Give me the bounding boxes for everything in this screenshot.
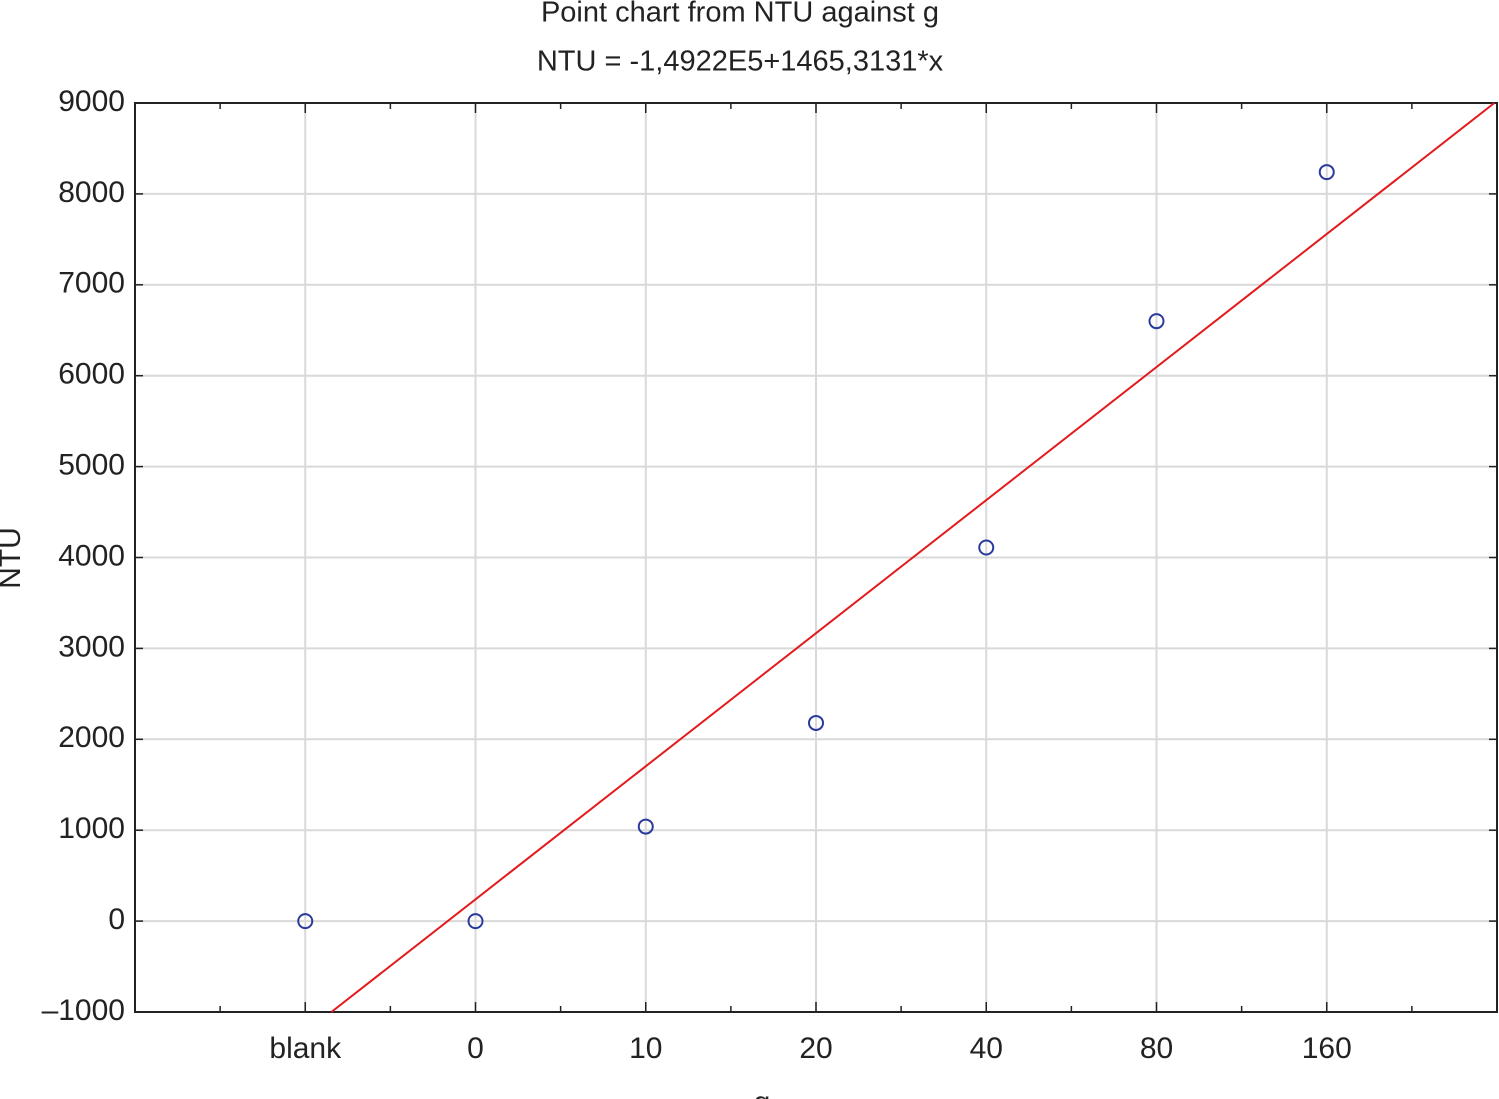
chart-subtitle: NTU = -1,4922E5+1465,3131*x xyxy=(537,46,944,78)
x-tick-label: 40 xyxy=(970,1032,1003,1065)
x-tick-label: blank xyxy=(269,1032,342,1065)
y-tick-label: 1000 xyxy=(58,812,125,845)
y-tick-label: 5000 xyxy=(58,449,125,482)
point xyxy=(467,913,484,930)
point xyxy=(1148,313,1165,330)
y-tick-label: 4000 xyxy=(58,539,125,572)
x-tick-label: 160 xyxy=(1302,1032,1352,1065)
x-tick-label: 20 xyxy=(799,1032,832,1065)
y-tick-label: 2000 xyxy=(58,721,125,754)
y-tick-label: 6000 xyxy=(58,358,125,391)
plot-frame xyxy=(134,102,1498,1013)
x-tick-label: 80 xyxy=(1140,1032,1173,1065)
point xyxy=(637,818,654,835)
point xyxy=(978,539,995,556)
chart-title: Point chart from NTU against g xyxy=(541,0,939,29)
point xyxy=(297,913,314,930)
x-axis-label: g xyxy=(754,1086,771,1099)
point xyxy=(1318,164,1335,181)
y-tick-label: 0 xyxy=(108,903,125,936)
y-tick-label: –1000 xyxy=(42,994,125,1027)
y-tick-label: 9000 xyxy=(58,85,125,118)
fit-line xyxy=(330,102,1495,1013)
y-tick-label: 3000 xyxy=(58,630,125,663)
x-tick-label: 10 xyxy=(629,1032,662,1065)
y-axis-label: NTU xyxy=(0,527,27,589)
y-tick-label: 7000 xyxy=(58,267,125,300)
x-tick-label: 0 xyxy=(467,1032,484,1065)
y-tick-label: 8000 xyxy=(58,176,125,209)
point xyxy=(808,714,824,731)
